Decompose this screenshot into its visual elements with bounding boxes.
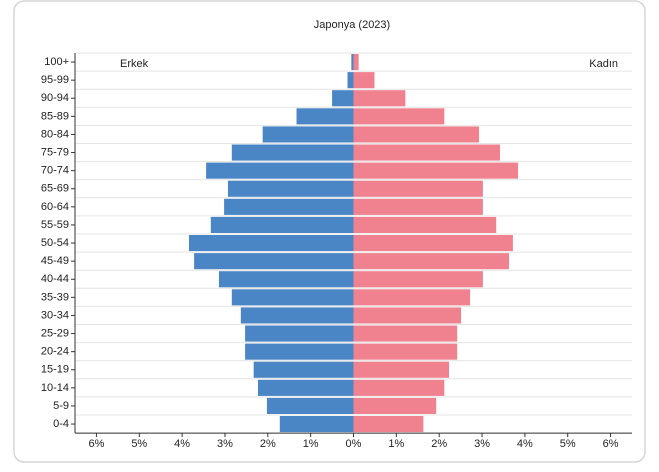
bar: [231, 289, 354, 306]
bar: [245, 343, 354, 360]
bar: [194, 253, 354, 270]
bar: [353, 379, 445, 396]
bar: [231, 144, 354, 161]
bar: [353, 216, 497, 233]
x-tick-label: 4%: [517, 438, 533, 450]
y-tick-label: 50-54: [41, 237, 69, 249]
y-tick-label: 65-69: [41, 183, 69, 195]
bar: [353, 397, 437, 414]
bar: [353, 198, 483, 215]
x-tick-label: 1%: [388, 438, 404, 450]
bar: [353, 90, 406, 107]
bar: [353, 361, 450, 378]
y-tick-label: 100+: [44, 56, 69, 68]
bar: [245, 325, 354, 342]
x-tick-label: 6%: [88, 438, 104, 450]
bar: [188, 235, 354, 252]
bar: [253, 361, 354, 378]
bar: [353, 343, 458, 360]
y-tick-label: 80-84: [41, 128, 69, 140]
y-tick-label: 25-29: [41, 327, 69, 339]
x-tick-label: 3%: [217, 438, 233, 450]
bar: [279, 416, 354, 433]
bar: [296, 108, 354, 125]
y-tick-label: 75-79: [41, 146, 69, 158]
y-tick-label: 15-19: [41, 364, 69, 376]
x-tick-label: 5%: [131, 438, 147, 450]
bar: [353, 235, 513, 252]
bar: [347, 72, 354, 89]
bar: [224, 198, 354, 215]
bar: [332, 90, 354, 107]
x-tick-label: 5%: [560, 438, 576, 450]
y-tick-label: 40-44: [41, 273, 69, 285]
y-tick-label: 90-94: [41, 92, 69, 104]
x-tick-label: 2%: [431, 438, 447, 450]
y-tick-label: 0-4: [53, 418, 69, 430]
y-tick-label: 85-89: [41, 110, 69, 122]
bar: [266, 397, 354, 414]
bar: [257, 379, 354, 396]
bar: [353, 54, 359, 71]
x-tick-label: 6%: [603, 438, 619, 450]
y-tick-label: 20-24: [41, 346, 69, 358]
y-tick-label: 70-74: [41, 165, 69, 177]
bar: [353, 180, 483, 197]
bar: [353, 325, 458, 342]
y-tick-label: 35-39: [41, 291, 69, 303]
bar: [353, 162, 519, 179]
y-tick-label: 95-99: [41, 74, 69, 86]
chart-title: Japonya (2023): [314, 19, 390, 31]
bar: [227, 180, 354, 197]
bar: [353, 416, 424, 433]
bar: [353, 253, 510, 270]
bar: [206, 162, 354, 179]
x-tick-label: 3%: [474, 438, 490, 450]
bar: [353, 108, 445, 125]
bar: [351, 54, 354, 71]
x-tick-label: 0%: [346, 438, 362, 450]
x-tick-label: 1%: [303, 438, 319, 450]
y-tick-label: 30-34: [41, 309, 69, 321]
bar: [353, 289, 471, 306]
bar: [353, 72, 375, 89]
x-tick-label: 2%: [260, 438, 276, 450]
y-tick-label: 55-59: [41, 219, 69, 231]
bar: [353, 126, 480, 143]
y-tick-label: 10-14: [41, 382, 69, 394]
legend-label: Erkek: [120, 58, 149, 70]
y-tick-label: 5-9: [53, 400, 69, 412]
x-tick-label: 4%: [174, 438, 190, 450]
bar: [262, 126, 354, 143]
bar: [240, 307, 354, 324]
y-tick-label: 45-49: [41, 255, 69, 267]
y-tick-label: 60-64: [41, 201, 69, 213]
bar: [353, 307, 462, 324]
legend-label: Kadın: [589, 58, 618, 70]
bar: [218, 271, 354, 288]
bar: [353, 144, 501, 161]
bar: [353, 271, 483, 288]
bar: [210, 216, 354, 233]
